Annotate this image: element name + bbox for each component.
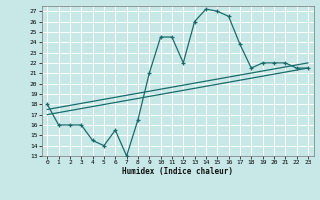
X-axis label: Humidex (Indice chaleur): Humidex (Indice chaleur) xyxy=(122,167,233,176)
